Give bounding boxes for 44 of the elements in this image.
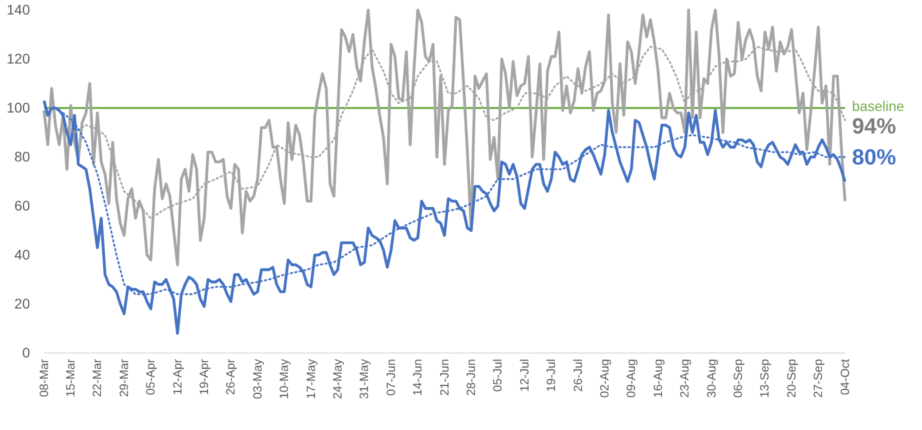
x-tick-label: 22-Mar (90, 359, 104, 398)
y-tick-label: 100 (6, 99, 30, 116)
x-tick-label: 07-Jun (384, 359, 398, 396)
x-tick-label: 09-Aug (624, 359, 638, 398)
y-tick-label: 40 (14, 246, 30, 262)
x-tick-label: 05-Apr (144, 359, 158, 396)
x-tick-label: 13-Sep (758, 358, 772, 398)
x-tick-label: 28-Jun (464, 359, 478, 396)
x-tick-label: 03-May (250, 359, 264, 400)
x-tick-label: 27-Sep (811, 358, 826, 398)
series-label: 80% (852, 144, 896, 170)
y-tick-label: 0 (22, 344, 30, 360)
x-tick-label: 29-Mar (116, 359, 131, 398)
line-series (42, 8, 846, 266)
x-tick-label: 31-May (357, 359, 372, 400)
x-tick-label: 26-Apr (224, 359, 238, 396)
x-tick-label: 19-Apr (197, 359, 212, 396)
x-tick-label: 26-Jul (570, 359, 585, 392)
x-tick-label: 17-May (304, 359, 318, 400)
x-tick-label: 30-Aug (704, 359, 718, 398)
x-tick-label: 24-May (330, 359, 345, 400)
x-tick-label: 02-Aug (598, 359, 612, 398)
x-tick-label: 06-Sep (731, 358, 746, 398)
x-tick-label: 05-Jul (490, 359, 505, 392)
y-tick-label: 20 (14, 295, 30, 312)
x-tick-label: 21-Jun (437, 359, 452, 396)
series-label: 94% (852, 114, 896, 139)
y-tick-label: 120 (6, 50, 30, 66)
x-tick-label: 12-Apr (170, 359, 184, 396)
x-tick-label: 20-Sep (784, 358, 798, 398)
y-tick-label: 140 (6, 1, 30, 18)
line-series (42, 99, 846, 335)
x-tick-label: 04-Oct (838, 358, 852, 396)
x-tick-label: 16-Aug (650, 359, 665, 398)
x-tick-label: 08-Mar (36, 359, 51, 398)
x-tick-label: 23-Aug (678, 359, 692, 398)
x-tick-label: 15-Mar (64, 359, 78, 398)
x-tick-label: 12-Jul (517, 359, 532, 392)
y-tick-label: 60 (14, 197, 30, 214)
y-tick-label: 80 (14, 148, 30, 164)
x-tick-label: 19-Jul (544, 359, 558, 392)
ref-line-label: baseline (852, 98, 904, 114)
x-tick-label: 10-May (277, 359, 292, 400)
x-tick-label: 14-Jun (410, 359, 425, 396)
